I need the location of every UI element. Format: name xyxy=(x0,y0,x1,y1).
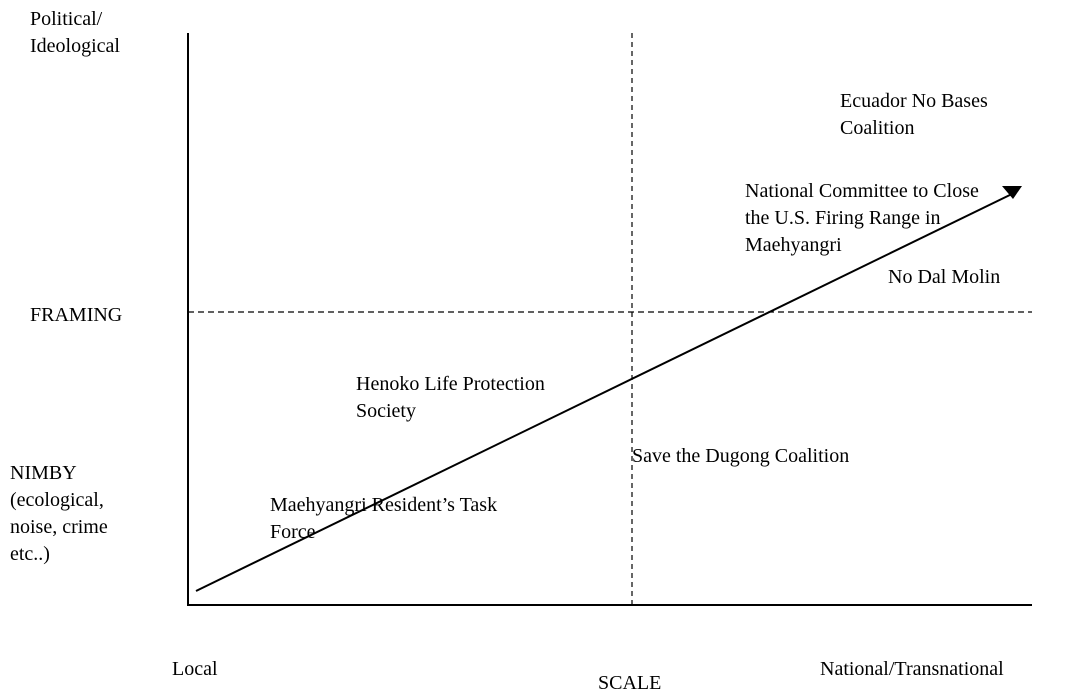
text-line: the U.S. Firing Range in xyxy=(745,207,941,229)
text-line: Save the Dugong Coalition xyxy=(632,445,850,467)
text-line: National Committee to Close xyxy=(745,180,979,202)
text-line: Society xyxy=(356,400,416,422)
text-line: NIMBY xyxy=(10,462,77,484)
text-line: Local xyxy=(172,658,218,680)
x-left-label: Local xyxy=(172,656,218,683)
text-line: Political/ xyxy=(30,8,103,30)
text-line: noise, crime xyxy=(10,516,108,538)
text-line: National/Transnational xyxy=(820,658,1004,680)
text-line: (ecological, xyxy=(10,489,104,511)
arrow-head xyxy=(1002,186,1022,199)
node: Ecuador No Bases Coalition xyxy=(840,88,988,142)
text-line: etc..) xyxy=(10,543,50,565)
trend-arrow xyxy=(195,191,1017,592)
x-middle-label: SCALE xyxy=(598,670,661,691)
text-line: SCALE xyxy=(598,672,662,691)
text-line: Henoko Life Protection xyxy=(356,373,545,395)
text-line: Maehyangri Resident’s Task xyxy=(270,494,498,516)
node: Maehyangri Resident’s Task Force xyxy=(270,492,497,546)
node: Save the Dugong Coalition xyxy=(632,443,849,470)
text-line: Ecuador No Bases xyxy=(840,90,988,112)
x-right-label: National/Transnational xyxy=(820,656,1004,683)
text-line: Force xyxy=(270,521,316,543)
node: No Dal Molin xyxy=(888,264,1000,291)
node: Henoko Life Protection Society xyxy=(356,371,545,425)
node: National Committee to Close the U.S. Firi… xyxy=(745,178,979,259)
text-line: No Dal Molin xyxy=(888,266,1001,288)
y-bottom-label: NIMBY (ecological, noise, crime etc..) xyxy=(10,460,108,568)
y-top-label: Political/Ideological xyxy=(30,6,120,60)
text-line: Coalition xyxy=(840,117,915,139)
text-line: FRAMING xyxy=(30,304,123,326)
text-line: Ideological xyxy=(30,35,120,57)
y-middle-label: FRAMING xyxy=(30,302,122,329)
text-line: Maehyangri xyxy=(745,234,842,256)
